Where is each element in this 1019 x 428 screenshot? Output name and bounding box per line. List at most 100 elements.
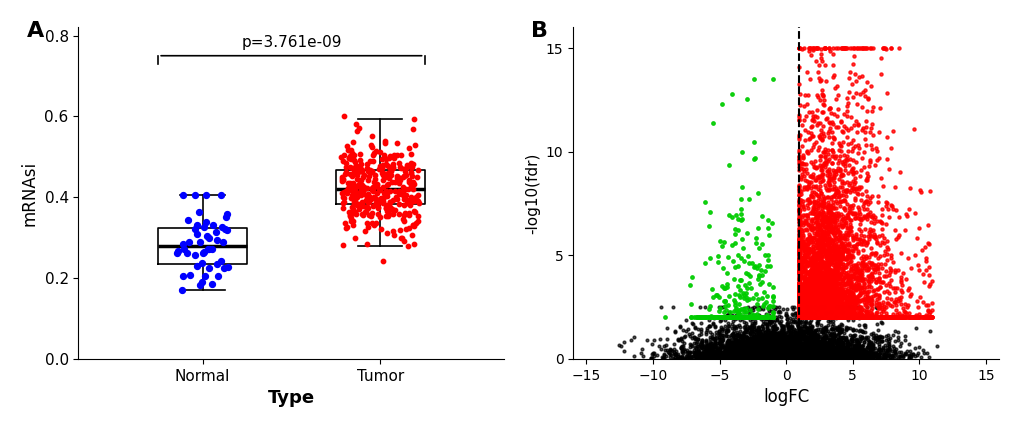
Point: [773, 351, 790, 357]
Point: [820, 314, 837, 321]
Point: [825, 314, 842, 321]
Point: [803, 282, 819, 289]
Point: [892, 276, 908, 283]
Point: [813, 231, 829, 238]
Point: [838, 314, 854, 321]
Point: [825, 346, 842, 353]
Point: [864, 332, 880, 339]
Point: [374, 165, 390, 172]
Point: [727, 334, 743, 341]
Point: [743, 347, 759, 354]
Point: [729, 337, 745, 344]
Point: [880, 314, 897, 321]
Point: [730, 314, 746, 321]
Point: [821, 344, 838, 351]
Point: [713, 351, 730, 357]
Point: [793, 353, 809, 360]
Point: [809, 293, 825, 300]
Point: [893, 311, 909, 318]
Point: [830, 249, 847, 256]
Point: [851, 220, 867, 227]
Point: [822, 291, 839, 298]
Point: [762, 351, 779, 358]
Point: [806, 314, 822, 321]
Point: [735, 306, 751, 313]
Point: [745, 322, 761, 329]
Point: [722, 354, 739, 361]
Point: [754, 354, 770, 360]
Point: [722, 354, 739, 361]
Point: [855, 205, 871, 212]
Point: [818, 314, 835, 321]
Point: [751, 353, 767, 360]
Point: [821, 265, 838, 272]
Point: [796, 341, 812, 348]
Point: [801, 314, 817, 321]
Point: [753, 347, 769, 354]
Point: [829, 314, 846, 321]
Point: [719, 323, 736, 330]
Point: [804, 343, 820, 350]
Point: [812, 314, 828, 321]
Point: [747, 351, 763, 358]
Point: [834, 314, 850, 321]
Point: [799, 314, 815, 321]
Point: [801, 351, 817, 358]
Point: [791, 314, 807, 321]
Point: [822, 352, 839, 359]
Point: [824, 270, 841, 277]
Point: [777, 353, 794, 360]
Point: [833, 314, 849, 321]
Point: [826, 355, 843, 362]
Point: [860, 314, 876, 321]
Point: [819, 219, 836, 226]
Point: [745, 353, 761, 360]
Point: [781, 350, 797, 357]
Point: [827, 283, 844, 290]
Point: [786, 350, 802, 357]
Point: [803, 338, 819, 345]
Point: [743, 352, 759, 359]
Point: [698, 353, 714, 360]
Point: [820, 314, 837, 321]
Point: [722, 337, 739, 344]
Point: [763, 354, 780, 361]
Point: [793, 334, 809, 341]
Point: [816, 355, 833, 362]
Point: [817, 314, 834, 321]
Point: [834, 314, 850, 321]
Point: [788, 351, 804, 358]
Point: [817, 279, 834, 286]
Point: [794, 151, 810, 158]
Point: [832, 309, 848, 316]
Point: [762, 335, 779, 342]
Point: [759, 332, 775, 339]
Point: [890, 333, 906, 340]
Point: [770, 343, 787, 350]
Point: [752, 339, 768, 346]
Point: [343, 204, 360, 211]
Point: [760, 354, 776, 361]
Point: [853, 314, 869, 321]
Point: [758, 354, 774, 360]
Point: [821, 314, 838, 321]
Point: [791, 325, 807, 332]
Point: [781, 336, 797, 342]
Point: [823, 295, 840, 302]
Point: [813, 314, 829, 321]
Point: [827, 314, 844, 321]
Point: [713, 331, 730, 338]
Point: [788, 347, 804, 354]
Point: [791, 296, 807, 303]
Point: [783, 353, 799, 360]
Point: [841, 354, 857, 361]
Point: [852, 314, 868, 321]
Point: [750, 351, 766, 358]
Point: [740, 314, 756, 321]
Point: [718, 344, 735, 351]
Point: [786, 337, 802, 344]
Point: [755, 345, 771, 351]
Point: [743, 327, 759, 334]
Point: [819, 355, 836, 362]
Point: [818, 194, 835, 201]
